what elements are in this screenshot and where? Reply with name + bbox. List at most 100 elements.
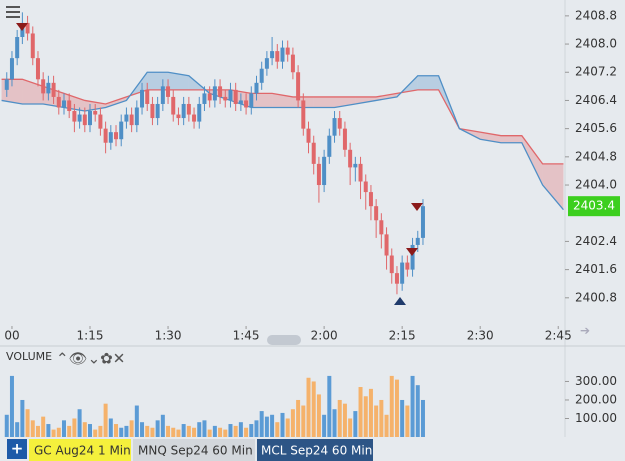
volume-bar (145, 425, 150, 437)
volume-bar (337, 399, 342, 437)
candle-body (25, 22, 30, 34)
volume-bar (25, 409, 30, 437)
tab[interactable] (257, 439, 373, 461)
candle-body (410, 244, 415, 270)
volume-bar (311, 381, 316, 437)
tab-label[interactable]: GC Aug24 1 Min (34, 444, 131, 458)
volume-bar (15, 422, 20, 437)
candle-body (415, 237, 420, 245)
x-tick-label: 2:00 (311, 329, 338, 343)
volume-bar (342, 403, 347, 437)
candle-body (379, 220, 384, 235)
candle-body (103, 128, 108, 143)
menu-icon[interactable] (6, 6, 20, 18)
volume-bar (134, 405, 139, 437)
y-tick-label: 2401.6 (575, 262, 617, 276)
cloud-fill (376, 93, 397, 101)
volume-bar (171, 427, 176, 437)
volume-bar (114, 424, 119, 437)
volume-bar (233, 425, 238, 437)
cloud-fill (105, 96, 127, 108)
tab[interactable] (133, 439, 255, 461)
volume-bar (67, 425, 72, 437)
candle-body (98, 114, 103, 129)
candle-body (171, 96, 176, 115)
candle-body (218, 86, 223, 97)
candle-body (275, 51, 280, 62)
volume-bar (322, 414, 327, 437)
y-tick-label: 2408.8 (575, 8, 617, 22)
cloud-fill (355, 96, 377, 104)
volume-bar (186, 425, 191, 437)
candle-body (420, 206, 425, 238)
candle-body (296, 72, 301, 101)
volume-bar (358, 387, 363, 437)
volume-bar (415, 385, 420, 437)
tab[interactable] (29, 439, 131, 461)
candle-body (316, 163, 321, 186)
candle-body (9, 58, 14, 80)
y-tick-label: 300.00 (575, 374, 617, 388)
y-tick-label: 2402.4 (575, 234, 617, 248)
volume-bar (400, 399, 405, 437)
candle-body (93, 111, 98, 115)
volume-bar (264, 416, 269, 437)
y-tick-label: 2408.0 (575, 37, 617, 51)
cloud-fill (417, 75, 439, 90)
volume-bar (348, 418, 353, 437)
candle-body (155, 103, 160, 119)
candle-body (368, 192, 373, 207)
volume-bar (228, 424, 233, 437)
volume-bar (166, 425, 171, 437)
candle-body (228, 89, 233, 101)
cloud-line (1, 78, 564, 165)
volume-bar (150, 427, 155, 437)
cloud-fill (501, 135, 522, 143)
tab-label[interactable]: MCL Sep24 60 Min (261, 444, 372, 458)
volume-bar (316, 394, 321, 437)
sell-signal (16, 23, 28, 31)
volume-bar (46, 424, 51, 437)
y-tick-label: 2405.6 (575, 121, 617, 135)
candle-body (270, 51, 275, 59)
candle-body (249, 93, 254, 108)
volume-bar (108, 418, 113, 437)
volume-bar (259, 411, 264, 437)
candle-body (119, 121, 124, 140)
volume-bar (72, 418, 77, 437)
add-icon[interactable]: + (11, 440, 24, 458)
volume-bar (290, 409, 295, 437)
y-tick-label: 2404.0 (575, 178, 617, 192)
volume-bar (202, 420, 207, 437)
candle-body (192, 114, 197, 122)
volume-bar (82, 422, 87, 437)
volume-bar (88, 424, 93, 437)
volume-bar (296, 399, 301, 437)
volume-bar (374, 405, 379, 437)
candle-body (301, 100, 306, 129)
buy-signal (394, 297, 406, 305)
tab-label[interactable]: MNQ Sep24 60 Min (138, 444, 253, 458)
y-tick-label: 2404.8 (575, 149, 617, 163)
candle-body (254, 82, 259, 94)
panel-controls[interactable]: ⌃👁⌄✿✕ (56, 350, 125, 368)
scroll-thumb[interactable] (267, 335, 301, 345)
scroll-arrow[interactable]: ➔ (580, 324, 590, 338)
volume-bar (129, 420, 134, 437)
candle-body (389, 255, 394, 274)
candle-body (374, 206, 379, 221)
candle-body (233, 89, 238, 104)
x-tick-label: 00 (4, 329, 19, 343)
volume-bar (244, 427, 249, 437)
candle-body (134, 107, 139, 126)
volume-bar (223, 429, 228, 437)
y-tick-label: 2406.4 (575, 93, 617, 107)
candle-body (77, 114, 82, 122)
candle-body (223, 96, 228, 101)
candle-body (363, 181, 368, 193)
volume-bar (41, 416, 46, 437)
add-tab[interactable] (7, 439, 27, 459)
volume-bar (192, 427, 197, 437)
volume-bar (61, 420, 66, 437)
candle-body (264, 58, 269, 69)
